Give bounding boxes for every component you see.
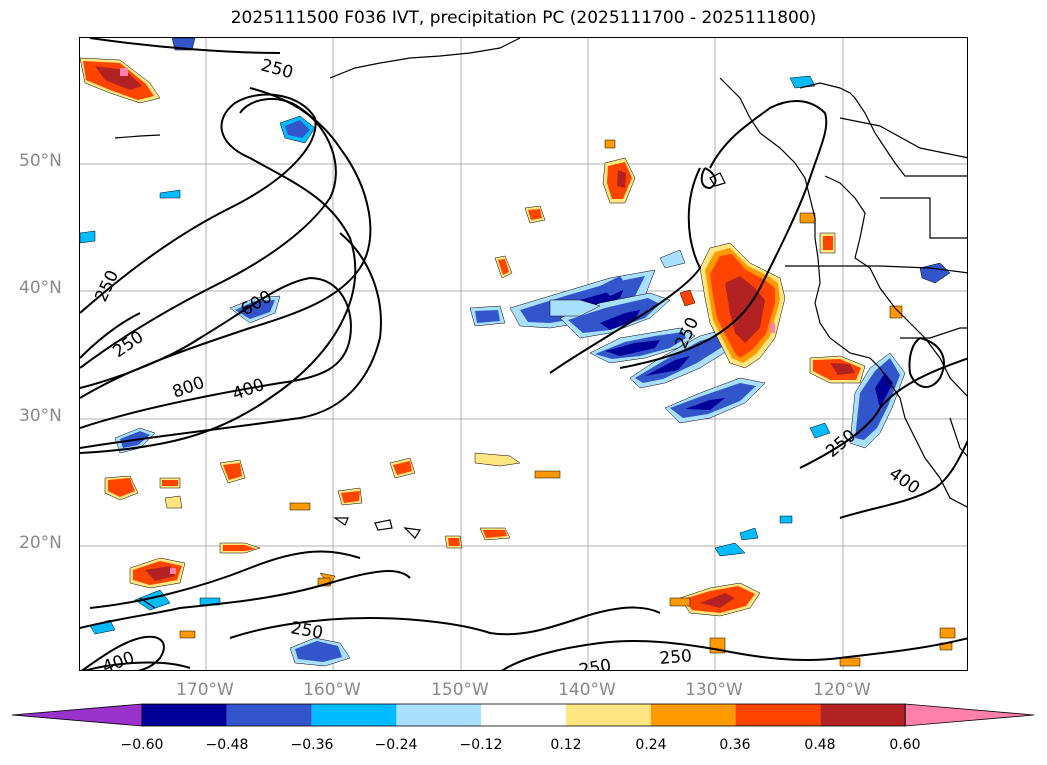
colorbar-tick-label: −0.48 bbox=[205, 737, 249, 753]
colorbar-segment bbox=[481, 704, 566, 726]
contour-label: 250 bbox=[577, 656, 612, 671]
colorbar-tick-label: −0.36 bbox=[290, 737, 334, 753]
colorbar-segment bbox=[735, 704, 821, 726]
ivt-contours bbox=[80, 38, 967, 670]
colorbar-segment bbox=[650, 704, 736, 726]
contour-label: 400 bbox=[230, 375, 267, 405]
colorbar-tick-label: 0.48 bbox=[804, 737, 836, 753]
colorbar-tick-label: 0.24 bbox=[635, 737, 667, 753]
longitude-label: 120°W bbox=[813, 680, 871, 700]
map-title: 2025111500 F036 IVT, precipitation PC (2… bbox=[230, 8, 817, 28]
map-plot: 250 250 250 600 800 400 250 250 400 250 … bbox=[80, 38, 967, 671]
longitude-label: 160°W bbox=[303, 680, 361, 700]
colorbar-segment bbox=[904, 703, 1035, 727]
grid bbox=[80, 38, 967, 670]
colorbar-segment bbox=[566, 704, 651, 726]
colorbar bbox=[11, 703, 1035, 727]
colorbar-segment bbox=[396, 704, 482, 726]
latitude-label: 50°N bbox=[19, 151, 62, 171]
colorbar-segment bbox=[11, 703, 143, 727]
colorbar-tick-label: 0.36 bbox=[719, 737, 751, 753]
contour-label: 250 bbox=[91, 267, 123, 305]
positive-precip-areas bbox=[80, 57, 956, 667]
contour-label: 250 bbox=[659, 646, 693, 669]
colorbar-tick-label: 0.12 bbox=[550, 737, 582, 753]
latitude-label: 30°N bbox=[19, 406, 62, 426]
negative-precip-areas bbox=[80, 38, 951, 667]
contour-label: 250 bbox=[109, 327, 147, 362]
contour-label-group: 250 250 250 600 800 400 250 250 400 250 … bbox=[91, 56, 923, 671]
contour-label: 400 bbox=[100, 648, 137, 671]
colorbar-tick-label: −0.12 bbox=[459, 737, 503, 753]
colorbar-segment bbox=[820, 704, 906, 726]
colorbar-segment bbox=[142, 704, 227, 726]
map-frame: 250 250 250 600 800 400 250 250 400 250 … bbox=[79, 37, 968, 671]
contour-label: 400 bbox=[885, 464, 923, 499]
colorbar-tick-label: −0.24 bbox=[374, 737, 418, 753]
longitude-label: 150°W bbox=[431, 680, 489, 700]
colorbar-tick-label: 0.60 bbox=[889, 737, 921, 753]
contour-label: 250 bbox=[259, 56, 296, 84]
colorbar-tick-label: −0.60 bbox=[120, 737, 164, 753]
colorbar-segment bbox=[311, 704, 397, 726]
longitude-label: 140°W bbox=[558, 680, 616, 700]
longitude-label: 130°W bbox=[685, 680, 743, 700]
latitude-label: 20°N bbox=[19, 533, 62, 553]
colorbar-frame bbox=[141, 703, 906, 727]
coastlines bbox=[114, 38, 967, 609]
longitude-label: 170°W bbox=[176, 680, 234, 700]
contour-label: 250 bbox=[289, 618, 324, 643]
colorbar-segment bbox=[226, 704, 312, 726]
latitude-label: 40°N bbox=[19, 278, 62, 298]
